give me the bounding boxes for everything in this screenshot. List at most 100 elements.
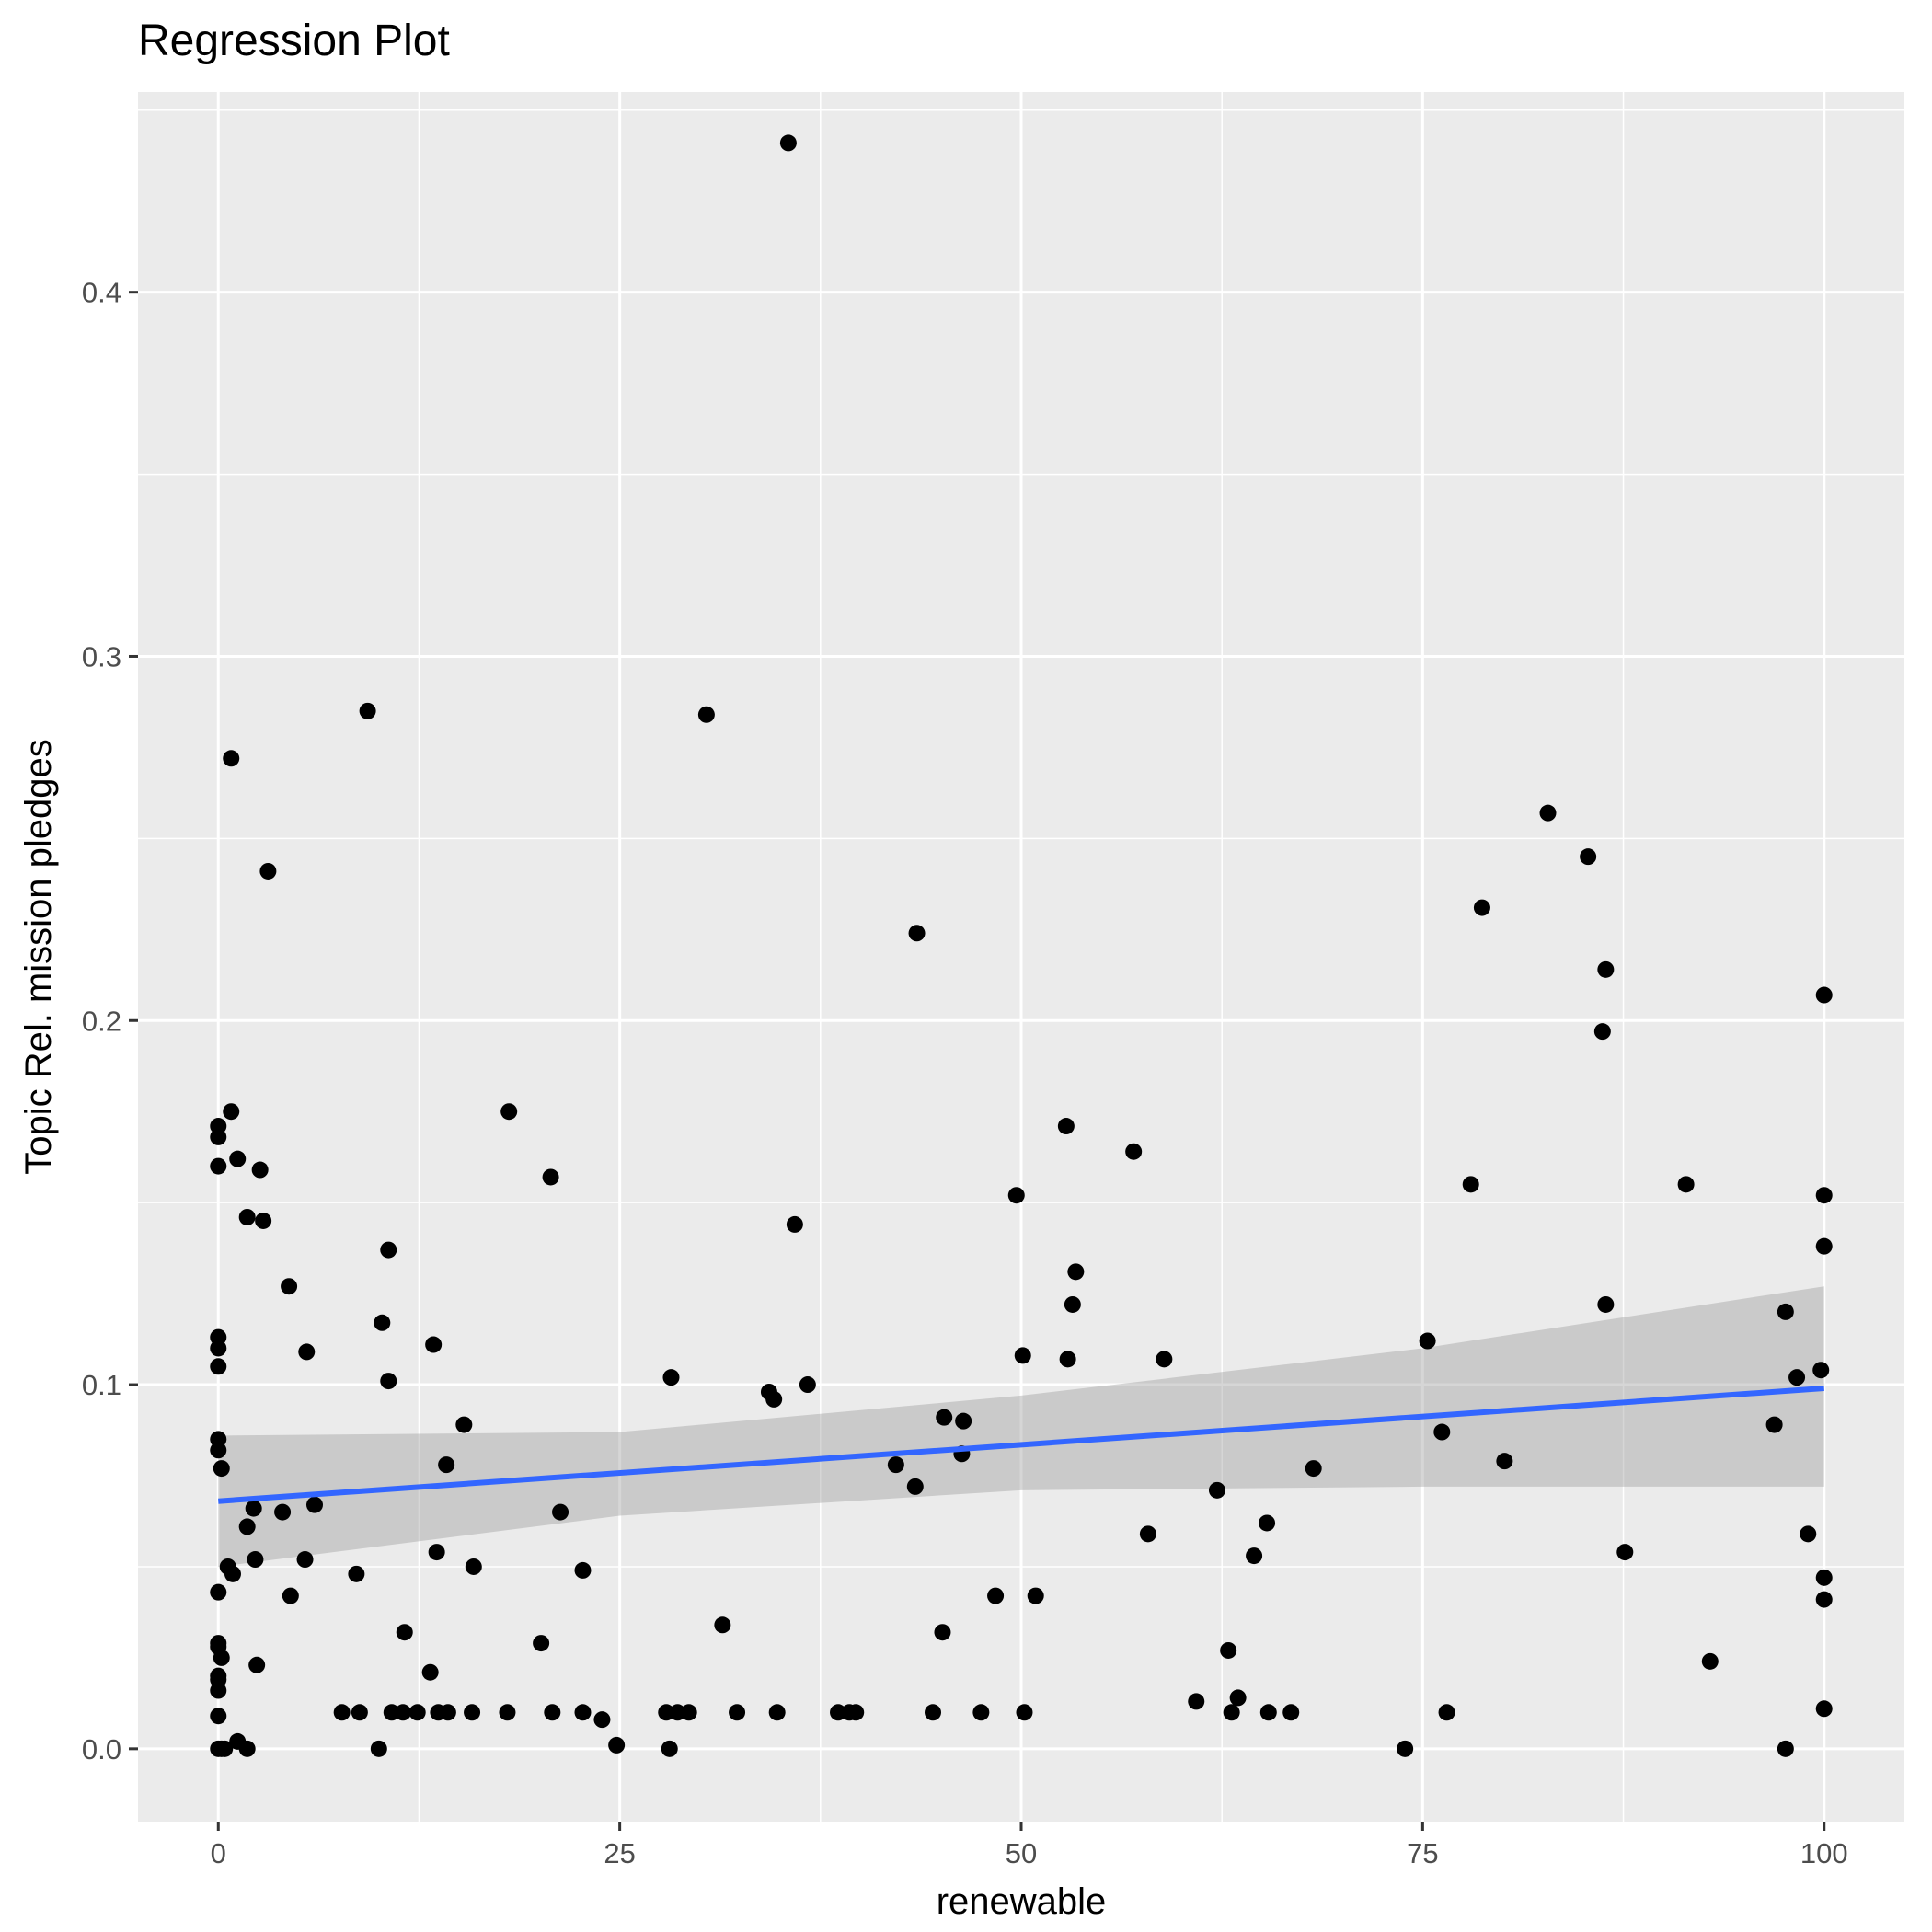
data-point — [1815, 1591, 1833, 1608]
data-point — [1815, 986, 1833, 1004]
data-point — [1188, 1693, 1205, 1710]
major-gridlines — [138, 92, 1904, 1822]
data-point — [1125, 1143, 1143, 1160]
data-point — [1208, 1481, 1225, 1499]
data-point — [425, 1336, 443, 1353]
data-point — [1067, 1263, 1085, 1281]
data-point — [247, 1551, 264, 1569]
data-point — [1815, 1700, 1833, 1718]
data-point — [574, 1561, 592, 1579]
data-point — [229, 1150, 247, 1167]
data-point — [223, 750, 240, 767]
data-point — [274, 1503, 292, 1521]
data-point — [282, 1587, 299, 1604]
y-tick-label: 0.4 — [82, 277, 121, 309]
data-point — [1139, 1525, 1156, 1543]
data-point — [552, 1503, 569, 1521]
data-point — [499, 1704, 516, 1721]
data-point — [1027, 1587, 1044, 1604]
x-tick-label: 0 — [211, 1837, 226, 1869]
data-point — [438, 1456, 455, 1474]
data-point — [465, 1558, 482, 1575]
data-point — [574, 1704, 592, 1721]
data-point — [729, 1704, 746, 1721]
y-axis-title: Topic Rel. mission pledges — [18, 739, 59, 1175]
x-tick-label: 25 — [604, 1837, 635, 1869]
data-point — [408, 1704, 426, 1721]
data-point — [248, 1656, 266, 1673]
data-point — [464, 1704, 481, 1721]
data-point — [987, 1587, 1005, 1604]
y-tick-label: 0.3 — [82, 640, 121, 673]
data-point — [1580, 848, 1597, 866]
data-point — [1229, 1689, 1247, 1707]
data-point — [1765, 1416, 1783, 1433]
data-point — [542, 1168, 559, 1186]
data-point — [210, 1157, 227, 1175]
data-point — [908, 925, 926, 942]
data-point — [439, 1704, 456, 1721]
data-point — [238, 1518, 256, 1535]
data-point — [972, 1704, 990, 1721]
data-point — [210, 1340, 227, 1357]
data-point — [1701, 1652, 1719, 1670]
data-point — [1259, 1514, 1276, 1532]
data-point — [955, 1412, 972, 1430]
data-point — [421, 1663, 439, 1681]
data-point — [259, 862, 277, 880]
data-point — [370, 1740, 387, 1757]
x-tick-label: 75 — [1407, 1837, 1438, 1869]
data-point — [298, 1343, 316, 1361]
data-point — [1433, 1423, 1451, 1441]
data-point — [380, 1241, 397, 1259]
data-point — [1777, 1303, 1794, 1320]
data-point — [281, 1278, 298, 1295]
data-point — [533, 1635, 550, 1652]
data-point — [1016, 1704, 1033, 1721]
data-point — [238, 1208, 256, 1225]
y-tick-label: 0.0 — [82, 1733, 121, 1765]
data-point — [1677, 1176, 1695, 1193]
data-point — [1473, 899, 1490, 916]
x-tick-label: 50 — [1006, 1837, 1037, 1869]
data-point — [680, 1704, 697, 1721]
data-point — [1223, 1704, 1240, 1721]
data-point — [348, 1565, 365, 1582]
data-point — [1246, 1547, 1263, 1565]
data-point — [1496, 1453, 1513, 1470]
data-point — [1438, 1704, 1455, 1721]
data-point — [1812, 1362, 1830, 1379]
data-point — [455, 1416, 473, 1433]
data-point — [351, 1704, 368, 1721]
data-point — [925, 1704, 941, 1721]
data-point — [296, 1551, 314, 1569]
data-point — [213, 1460, 230, 1478]
data-point — [1220, 1641, 1237, 1659]
data-point — [1462, 1176, 1479, 1193]
data-point — [224, 1565, 241, 1582]
x-axis-title: renewable — [937, 1881, 1107, 1922]
data-point — [1597, 960, 1615, 978]
data-point — [887, 1456, 904, 1474]
data-point — [210, 1442, 227, 1459]
data-point — [238, 1740, 256, 1757]
data-point — [1593, 1023, 1611, 1041]
data-point — [1014, 1347, 1031, 1364]
data-point — [1007, 1187, 1025, 1204]
data-point — [608, 1736, 626, 1754]
data-point — [380, 1373, 397, 1390]
data-point — [500, 1103, 518, 1121]
data-point — [251, 1161, 269, 1179]
data-point — [906, 1478, 924, 1495]
data-point — [1305, 1460, 1322, 1478]
data-point — [210, 1708, 227, 1725]
data-point — [714, 1616, 731, 1634]
fit-line-layer — [218, 1386, 1824, 1504]
data-point — [1777, 1740, 1794, 1757]
data-point — [1815, 1569, 1833, 1586]
data-point — [786, 1215, 803, 1233]
data-point — [936, 1409, 953, 1426]
data-point — [1059, 1351, 1076, 1368]
data-point — [661, 1740, 678, 1757]
